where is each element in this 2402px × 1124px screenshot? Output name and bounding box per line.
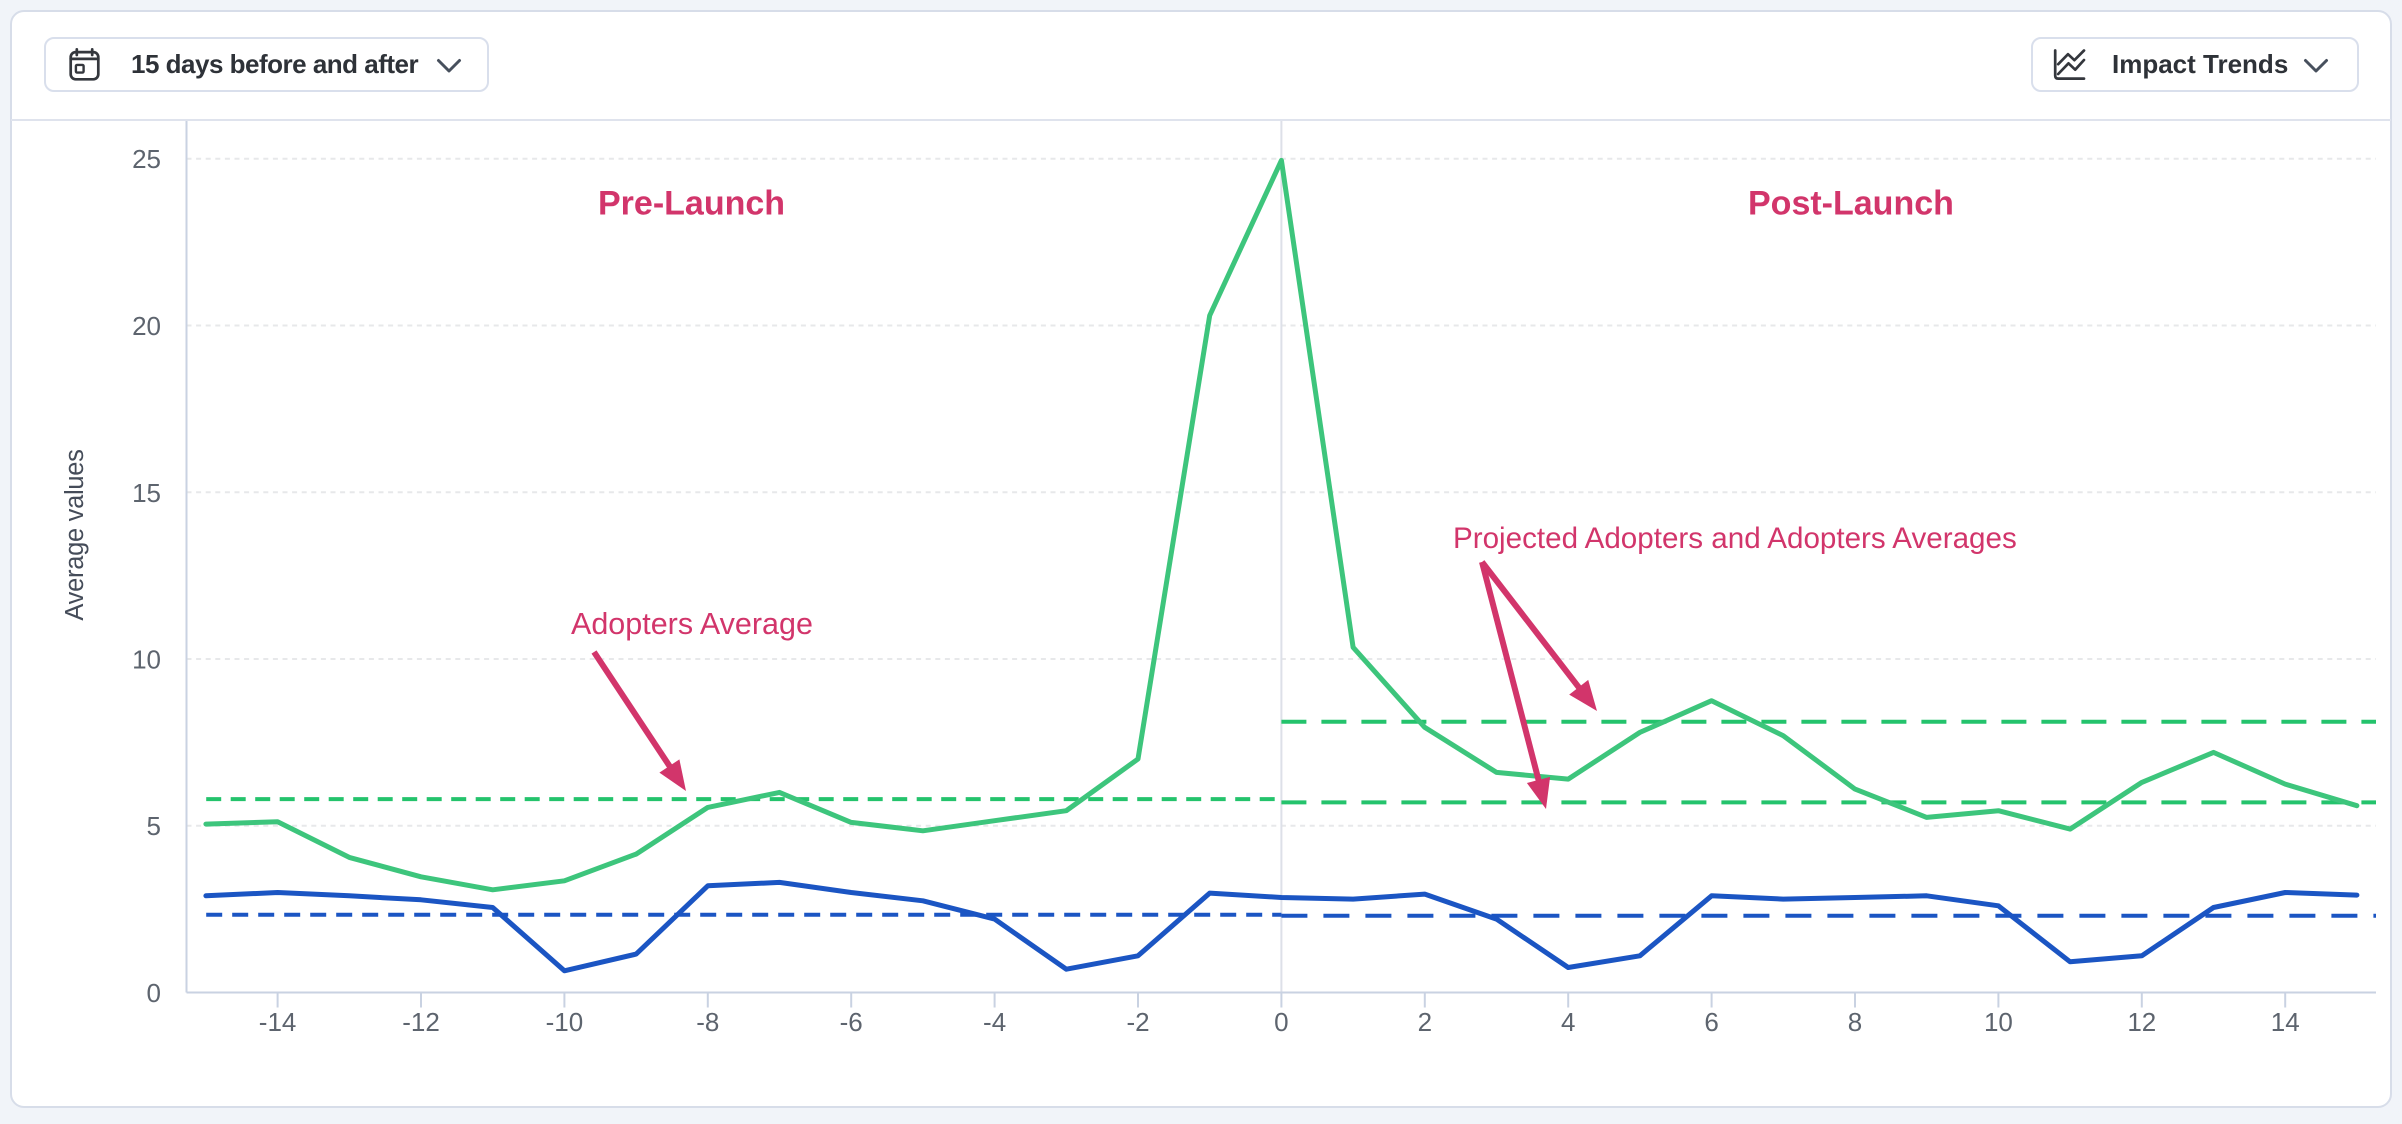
svg-text:8: 8 (1848, 1007, 1862, 1037)
svg-text:-2: -2 (1126, 1007, 1149, 1037)
svg-text:14: 14 (2271, 1007, 2300, 1037)
svg-text:Average values: Average values (61, 449, 89, 620)
svg-text:12: 12 (2127, 1007, 2156, 1037)
svg-text:-12: -12 (402, 1007, 440, 1037)
svg-text:4: 4 (1561, 1007, 1575, 1037)
svg-text:-8: -8 (696, 1007, 719, 1037)
svg-text:-14: -14 (259, 1007, 297, 1037)
svg-text:10: 10 (1984, 1007, 2013, 1037)
svg-text:Projected Adopters and Adopter: Projected Adopters and Adopters Averages (1453, 522, 2017, 555)
svg-text:20: 20 (132, 311, 161, 341)
svg-text:-10: -10 (546, 1007, 584, 1037)
svg-text:0: 0 (147, 978, 161, 1008)
svg-text:5: 5 (147, 811, 161, 841)
svg-text:25: 25 (132, 144, 161, 174)
svg-text:0: 0 (1274, 1007, 1288, 1037)
svg-text:15: 15 (132, 478, 161, 508)
svg-text:Post-Launch: Post-Launch (1748, 185, 1954, 223)
svg-text:-4: -4 (983, 1007, 1006, 1037)
svg-text:Adopters Average: Adopters Average (571, 607, 813, 641)
svg-text:10: 10 (132, 645, 161, 675)
svg-text:2: 2 (1418, 1007, 1432, 1037)
svg-text:Pre-Launch: Pre-Launch (598, 185, 785, 223)
svg-text:6: 6 (1704, 1007, 1718, 1037)
svg-text:-6: -6 (840, 1007, 863, 1037)
